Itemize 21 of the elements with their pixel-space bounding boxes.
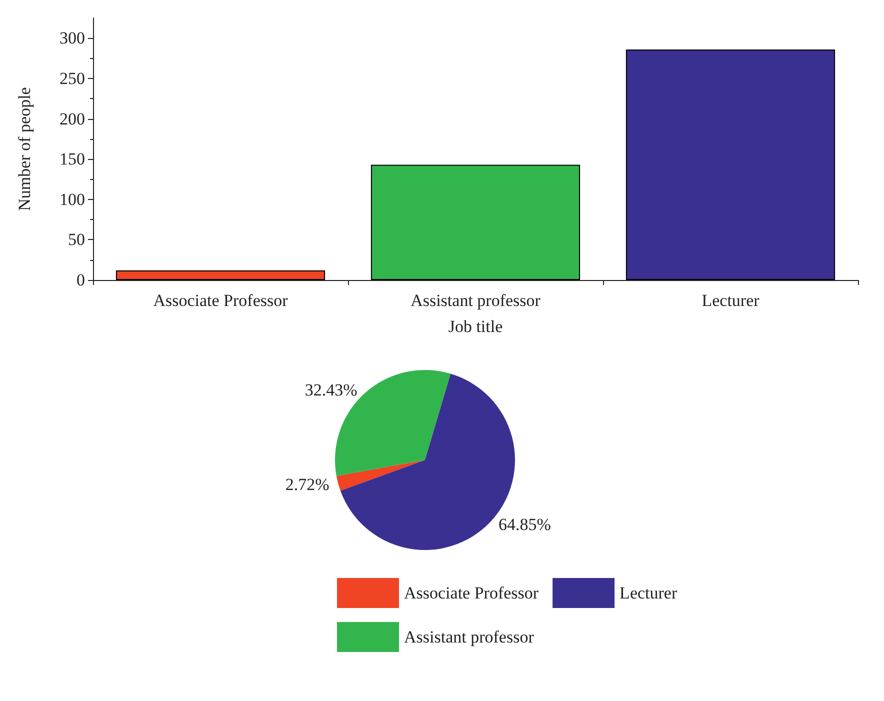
y-tick-label: 100 (60, 190, 85, 209)
x-tick-label: Associate Professor (153, 291, 288, 310)
y-tick-label: 50 (68, 230, 85, 250)
bar (626, 49, 836, 280)
data-label: 32.43% (304, 380, 358, 400)
y-tick-label: 200 (60, 109, 85, 128)
y-tick-label: 300 (60, 28, 85, 48)
bar (370, 164, 580, 280)
x-tick-label: Lecturer (702, 291, 760, 310)
y-tick-label: 250 (60, 68, 85, 88)
legend-label: Assistant professor (404, 628, 534, 646)
y-axis-title: Number of people (15, 87, 34, 211)
legend-label: Associate Professor (404, 584, 539, 602)
x-axis-title: Job title (448, 317, 503, 336)
data-label: 2.72% (285, 474, 330, 494)
bar (116, 270, 326, 280)
y-tick-label: 0 (76, 270, 85, 290)
x-tick-label: Assistant professor (410, 291, 541, 310)
data-label: 64.85% (498, 514, 551, 534)
y-tick-label: 150 (60, 150, 85, 169)
legend-label: Lecturer (620, 584, 678, 602)
